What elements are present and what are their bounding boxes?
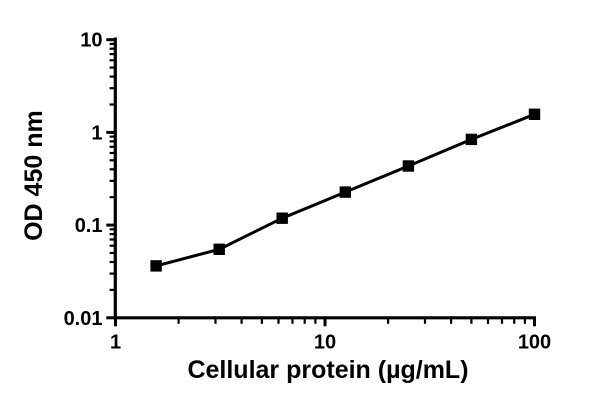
svg-text:0.01: 0.01 <box>64 308 103 330</box>
svg-text:Cellular protein (µg/mL): Cellular protein (µg/mL) <box>187 356 468 384</box>
svg-text:10: 10 <box>80 30 102 52</box>
svg-text:OD 450 nm: OD 450 nm <box>20 110 48 241</box>
svg-text:100: 100 <box>518 332 551 354</box>
svg-text:0.1: 0.1 <box>75 215 103 237</box>
svg-text:10: 10 <box>314 332 336 354</box>
svg-text:1: 1 <box>91 122 102 144</box>
svg-text:1: 1 <box>110 332 121 354</box>
